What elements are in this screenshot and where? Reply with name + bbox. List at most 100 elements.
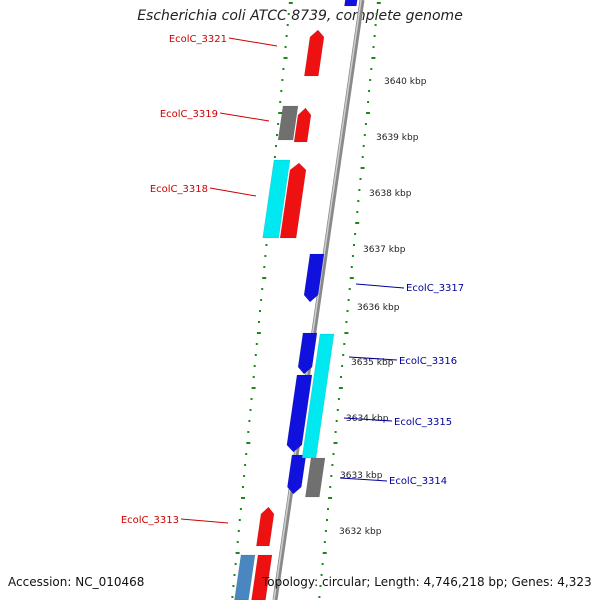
gene-label-connector [180, 518, 229, 524]
outer-tick-ring-dot [374, 24, 377, 26]
outer-tick-ring-dot [360, 167, 365, 169]
gene-ecolc-3321[interactable] [304, 29, 325, 77]
inner-tick-ring-dot [232, 585, 235, 587]
outer-tick-ring-dot [358, 189, 361, 191]
gene-label-reverse[interactable]: EcolC_3316 [399, 356, 457, 367]
outer-tick-ring-dot [319, 585, 322, 587]
outer-tick-ring-dot [371, 57, 376, 59]
gene-pseudo-3319[interactable] [277, 105, 299, 141]
gene-label-reverse[interactable]: EcolC_3317 [406, 283, 464, 294]
scale-label: 3636 kbp [357, 303, 400, 313]
gene-reverse-top[interactable] [344, 0, 358, 7]
inner-tick-ring-dot [264, 255, 267, 257]
outer-tick-ring-dot [344, 332, 349, 334]
outer-tick-ring-dot [321, 563, 324, 565]
inner-tick-ring-dot [281, 79, 284, 81]
gene-label-forward[interactable]: EcolC_3313 [121, 515, 179, 526]
inner-tick-ring-dot [282, 68, 285, 70]
gene-label-forward[interactable]: EcolC_3319 [160, 109, 218, 120]
inner-tick-ring-dot [255, 343, 258, 345]
gene-ecolc-3318[interactable] [279, 162, 307, 239]
outer-tick-ring-dot [328, 497, 333, 499]
outer-tick-ring-dot [350, 266, 353, 268]
inner-tick-ring-dot [250, 398, 253, 400]
gene-forward-bottom[interactable] [251, 554, 273, 600]
outer-tick-ring-dot [342, 354, 345, 356]
outer-tick-ring-dot [343, 343, 346, 345]
outer-tick-ring-dot [353, 244, 355, 246]
gene-rna-3318[interactable] [262, 159, 291, 239]
outer-tick-ring-dot [324, 530, 327, 532]
inner-tick-ring-dot [231, 596, 234, 598]
gene-ecolc-3313[interactable] [256, 506, 275, 547]
topology-info: Topology: circular; Length: 4,746,218 bp… [262, 575, 592, 589]
inner-tick-ring-dot [276, 134, 278, 136]
outer-tick-ring-dot [334, 431, 337, 433]
inner-tick-ring-dot [256, 332, 261, 334]
outer-tick-ring-dot [354, 233, 357, 235]
scale-label: 3638 kbp [369, 189, 412, 199]
outer-tick-ring-dot [322, 552, 327, 554]
gene-pseudo-3314[interactable] [305, 457, 326, 498]
outer-tick-ring-dot [364, 123, 367, 125]
gene-label-connector [348, 356, 398, 361]
inner-tick-ring-dot [284, 46, 287, 48]
outer-tick-ring-dot [341, 365, 344, 367]
outer-tick-ring-dot [338, 387, 343, 389]
outer-tick-ring-dot [357, 200, 360, 202]
inner-tick-ring-dot [237, 530, 240, 532]
outer-tick-ring-dot [332, 453, 335, 455]
scale-label: 3639 kbp [376, 133, 419, 143]
outer-tick-ring-dot [351, 255, 354, 257]
outer-tick-ring-dot [329, 486, 332, 488]
gene-reverse-3314[interactable] [287, 454, 307, 495]
outer-tick-ring-dot [347, 299, 350, 301]
gene-ecolc-3317[interactable] [303, 253, 325, 303]
inner-tick-ring-dot [278, 112, 283, 114]
inner-tick-ring-dot [243, 475, 246, 477]
inner-tick-ring-dot [238, 519, 241, 521]
outer-tick-ring-dot [330, 475, 333, 477]
scale-label: 3633 kbp [340, 471, 383, 481]
inner-tick-ring-dot [252, 376, 255, 378]
gene-ecolc-3319[interactable] [293, 107, 312, 143]
gene-label-connector [343, 417, 393, 422]
outer-tick-ring-dot [375, 13, 378, 15]
inner-tick-ring-dot [279, 101, 282, 103]
inner-tick-ring-dot [246, 442, 251, 444]
scale-label: 3640 kbp [384, 77, 427, 87]
gene-label-connector [228, 37, 278, 47]
inner-tick-ring-dot [244, 464, 247, 466]
outer-tick-ring-dot [346, 310, 349, 312]
gene-label-connector [219, 112, 270, 122]
gene-reverse-3316b[interactable] [286, 374, 313, 453]
gene-ecolc-3316[interactable] [297, 332, 318, 375]
inner-tick-ring-dot [247, 431, 250, 433]
outer-tick-ring-dot [326, 519, 328, 521]
inner-tick-ring-dot [251, 387, 256, 389]
outer-tick-ring-dot [361, 156, 364, 158]
inner-tick-ring-dot [239, 508, 242, 510]
gene-other-bottom[interactable] [234, 554, 256, 600]
outer-tick-ring-dot [348, 288, 351, 290]
genome-axis [272, 0, 365, 600]
gene-label-reverse[interactable]: EcolC_3315 [394, 417, 452, 428]
outer-tick-ring-dot [372, 46, 375, 48]
outer-tick-ring-dot [323, 541, 326, 543]
outer-tick-ring-dot [333, 442, 338, 444]
gene-label-forward[interactable]: EcolC_3318 [150, 184, 208, 195]
inner-tick-ring-dot [275, 145, 277, 147]
gene-label-forward[interactable]: EcolC_3321 [169, 34, 227, 45]
gene-label-connector [209, 187, 257, 197]
outer-tick-ring-dot [369, 79, 372, 81]
outer-tick-ring-dot [335, 420, 338, 422]
scale-label: 3635 kbp [351, 358, 394, 368]
inner-tick-ring-dot [288, 2, 293, 4]
gene-label-connector [355, 283, 405, 289]
outer-tick-ring-dot [370, 68, 373, 70]
inner-tick-ring-dot [261, 288, 264, 290]
gene-label-reverse[interactable]: EcolC_3314 [389, 476, 447, 487]
outer-tick-ring-dot [363, 134, 366, 136]
inner-tick-ring-dot [258, 321, 260, 323]
